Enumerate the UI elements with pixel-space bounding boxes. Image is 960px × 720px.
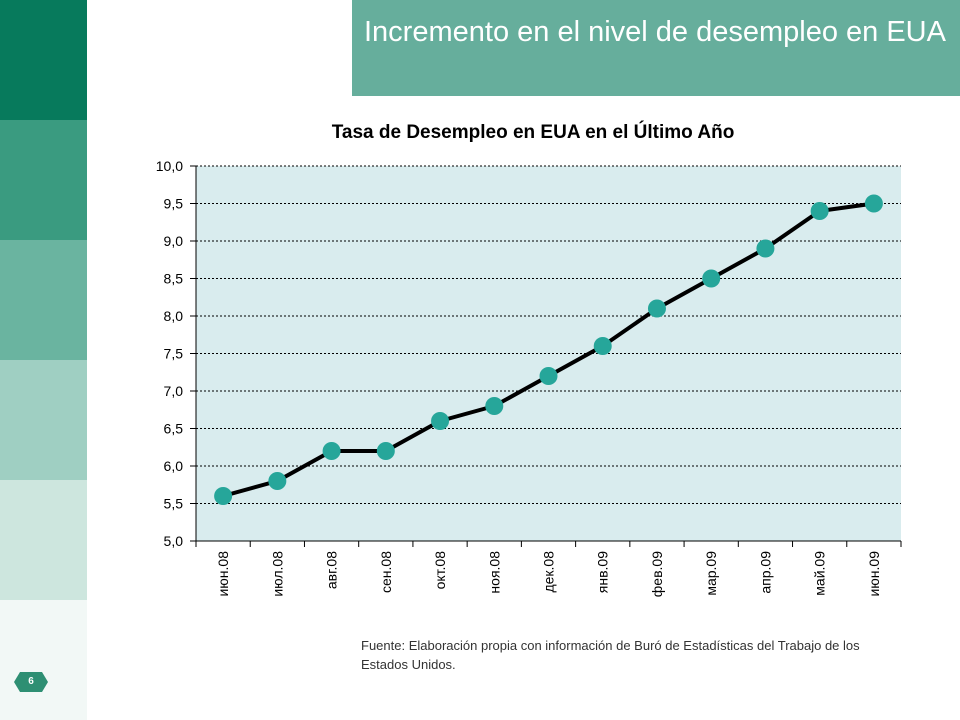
y-tick-label: 7,5 <box>164 346 184 362</box>
data-point <box>647 299 666 318</box>
x-tick-label: ноя.08 <box>486 551 502 594</box>
y-tick-label: 5,5 <box>164 496 184 512</box>
y-tick-label: 8,5 <box>164 271 184 287</box>
x-axis-ticks: июн.08 июл.08 авг.08 сен.08 окт.08 ноя.08 дек.… <box>195 541 902 597</box>
data-point <box>268 472 287 490</box>
data-point <box>376 442 395 460</box>
y-axis-ticks: 5,0 5,5 6,0 6,5 7,0 7,5 8,0 8,5 9,0 9,5 10,0 <box>156 158 196 549</box>
data-point <box>485 397 504 415</box>
page-number: 6 <box>28 676 34 687</box>
x-tick-label: июн.08 <box>215 551 231 597</box>
page-badge <box>14 672 48 692</box>
x-tick-label: янв.09 <box>595 551 611 593</box>
y-tick-label: 9,0 <box>164 233 184 249</box>
data-point <box>864 194 883 213</box>
sidebar-band-6 <box>0 600 87 720</box>
x-tick-label: мар.09 <box>703 551 719 596</box>
y-tick-label: 7,0 <box>164 383 184 399</box>
x-tick-label: июн.09 <box>866 551 882 597</box>
x-tick-label: июл.08 <box>269 551 285 597</box>
data-point <box>756 239 775 258</box>
y-tick-label: 8,0 <box>164 308 184 324</box>
sidebar-band-3 <box>0 240 87 360</box>
y-tick-label: 9,5 <box>164 196 184 212</box>
source-note: Fuente: Elaboración propia con informaci… <box>361 638 860 672</box>
y-tick-label: 5,0 <box>164 533 184 549</box>
series <box>214 194 883 505</box>
sidebar-band-4 <box>0 360 87 480</box>
gridlines <box>196 165 901 504</box>
x-tick-label: дек.08 <box>541 551 557 593</box>
chart-title: Tasa de Desempleo en EUA en el Último Añ… <box>332 121 735 143</box>
data-point <box>322 442 341 460</box>
slide-title: Incremento en el nivel de desempleo en E… <box>352 0 960 96</box>
data-point <box>539 367 558 385</box>
x-tick-label: апр.09 <box>757 551 773 594</box>
sidebar-band-5 <box>0 480 87 600</box>
data-point <box>431 412 450 430</box>
data-point <box>810 202 829 220</box>
sidebar-color-bands <box>0 0 87 720</box>
sidebar-band-1 <box>0 0 87 120</box>
y-tick-label: 6,0 <box>164 458 184 474</box>
x-tick-label: май.09 <box>812 551 828 596</box>
data-point <box>702 269 721 288</box>
y-tick-label: 10,0 <box>156 158 183 174</box>
data-point <box>214 487 233 505</box>
sidebar-band-2 <box>0 120 87 240</box>
y-tick-label: 6,5 <box>164 421 184 437</box>
x-tick-label: сен.08 <box>378 551 394 593</box>
x-tick-label: окт.08 <box>432 551 448 590</box>
data-point <box>593 337 612 355</box>
x-tick-label: фев.09 <box>649 551 665 597</box>
x-tick-label: авг.08 <box>324 551 340 589</box>
